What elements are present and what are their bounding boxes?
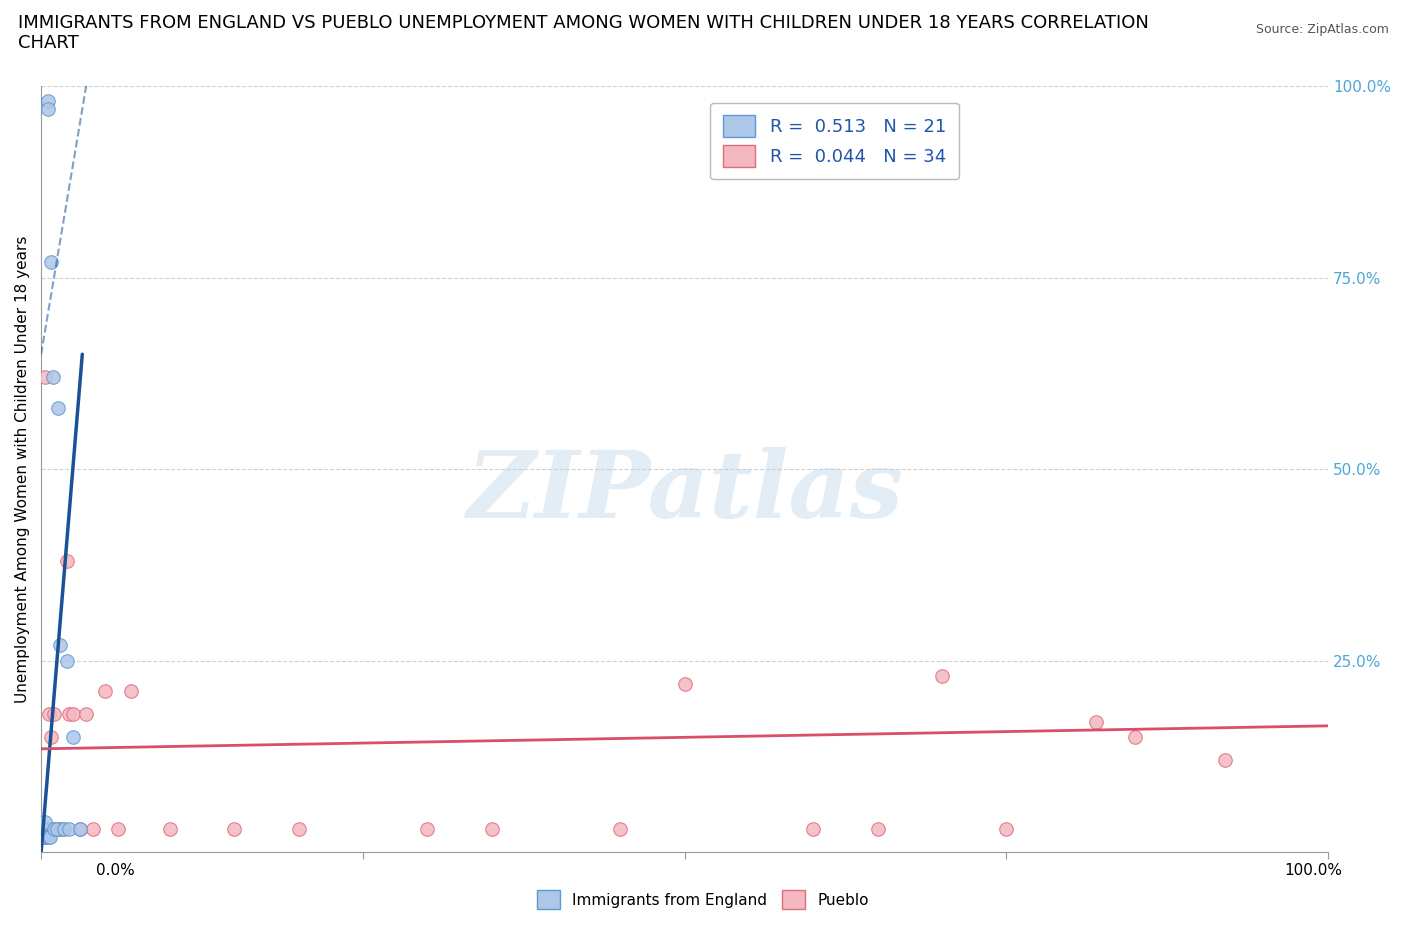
Point: [34, 370, 56, 385]
Text: IMMIGRANTS FROM ENGLAND VS PUEBLO UNEMPLOYMENT AMONG WOMEN WITH CHILDREN UNDER 1: IMMIGRANTS FROM ENGLAND VS PUEBLO UNEMPL…: [18, 14, 1149, 32]
Point: [37, 94, 59, 109]
Point: [62, 707, 84, 722]
Point: [32, 822, 55, 837]
Point: [41, 730, 63, 745]
Point: [673, 676, 696, 691]
Point: [37, 822, 59, 837]
Point: [41, 255, 63, 270]
Point: [39, 822, 62, 837]
Point: [107, 822, 129, 837]
Point: [1085, 714, 1108, 729]
Point: [49, 822, 72, 837]
Legend: R =  0.513   N = 21, R =  0.044   N = 34: R = 0.513 N = 21, R = 0.044 N = 34: [710, 103, 959, 179]
Point: [45, 822, 67, 837]
Point: [931, 669, 953, 684]
Point: [75, 707, 97, 722]
Point: [38, 830, 60, 844]
Point: [56, 653, 79, 668]
Point: [37, 101, 59, 116]
Legend: Immigrants from England, Pueblo: Immigrants from England, Pueblo: [531, 884, 875, 915]
Point: [120, 684, 142, 698]
Point: [41, 370, 63, 385]
Point: [53, 822, 76, 837]
Point: [159, 822, 181, 837]
Point: [34, 814, 56, 829]
Point: [481, 822, 503, 837]
Point: [52, 822, 75, 837]
Point: [287, 822, 309, 837]
Point: [58, 822, 80, 837]
Point: [416, 822, 439, 837]
Text: CHART: CHART: [18, 34, 79, 52]
Point: [82, 822, 104, 837]
Point: [224, 822, 246, 837]
Point: [42, 822, 65, 837]
Point: [39, 830, 62, 844]
Y-axis label: Unemployment Among Women with Children Under 18 years: Unemployment Among Women with Children U…: [15, 235, 30, 703]
Point: [35, 830, 58, 844]
Point: [34, 830, 56, 844]
Point: [801, 822, 824, 837]
Point: [49, 638, 72, 653]
Text: ZIPatlas: ZIPatlas: [467, 447, 903, 538]
Point: [62, 730, 84, 745]
Point: [1123, 730, 1146, 745]
Point: [94, 684, 117, 698]
Point: [38, 707, 60, 722]
Point: [69, 822, 91, 837]
Point: [35, 822, 58, 837]
Point: [46, 401, 69, 416]
Point: [58, 707, 80, 722]
Point: [69, 822, 91, 837]
Point: [609, 822, 631, 837]
Point: [42, 707, 65, 722]
Point: [866, 822, 889, 837]
Text: 0.0%: 0.0%: [96, 863, 135, 878]
Point: [32, 830, 55, 844]
Point: [56, 553, 79, 568]
Point: [41, 822, 63, 837]
Point: [995, 822, 1018, 837]
Text: Source: ZipAtlas.com: Source: ZipAtlas.com: [1256, 23, 1389, 36]
Point: [31, 830, 53, 844]
Point: [45, 822, 67, 837]
Point: [1213, 753, 1236, 768]
Text: 100.0%: 100.0%: [1285, 863, 1343, 878]
